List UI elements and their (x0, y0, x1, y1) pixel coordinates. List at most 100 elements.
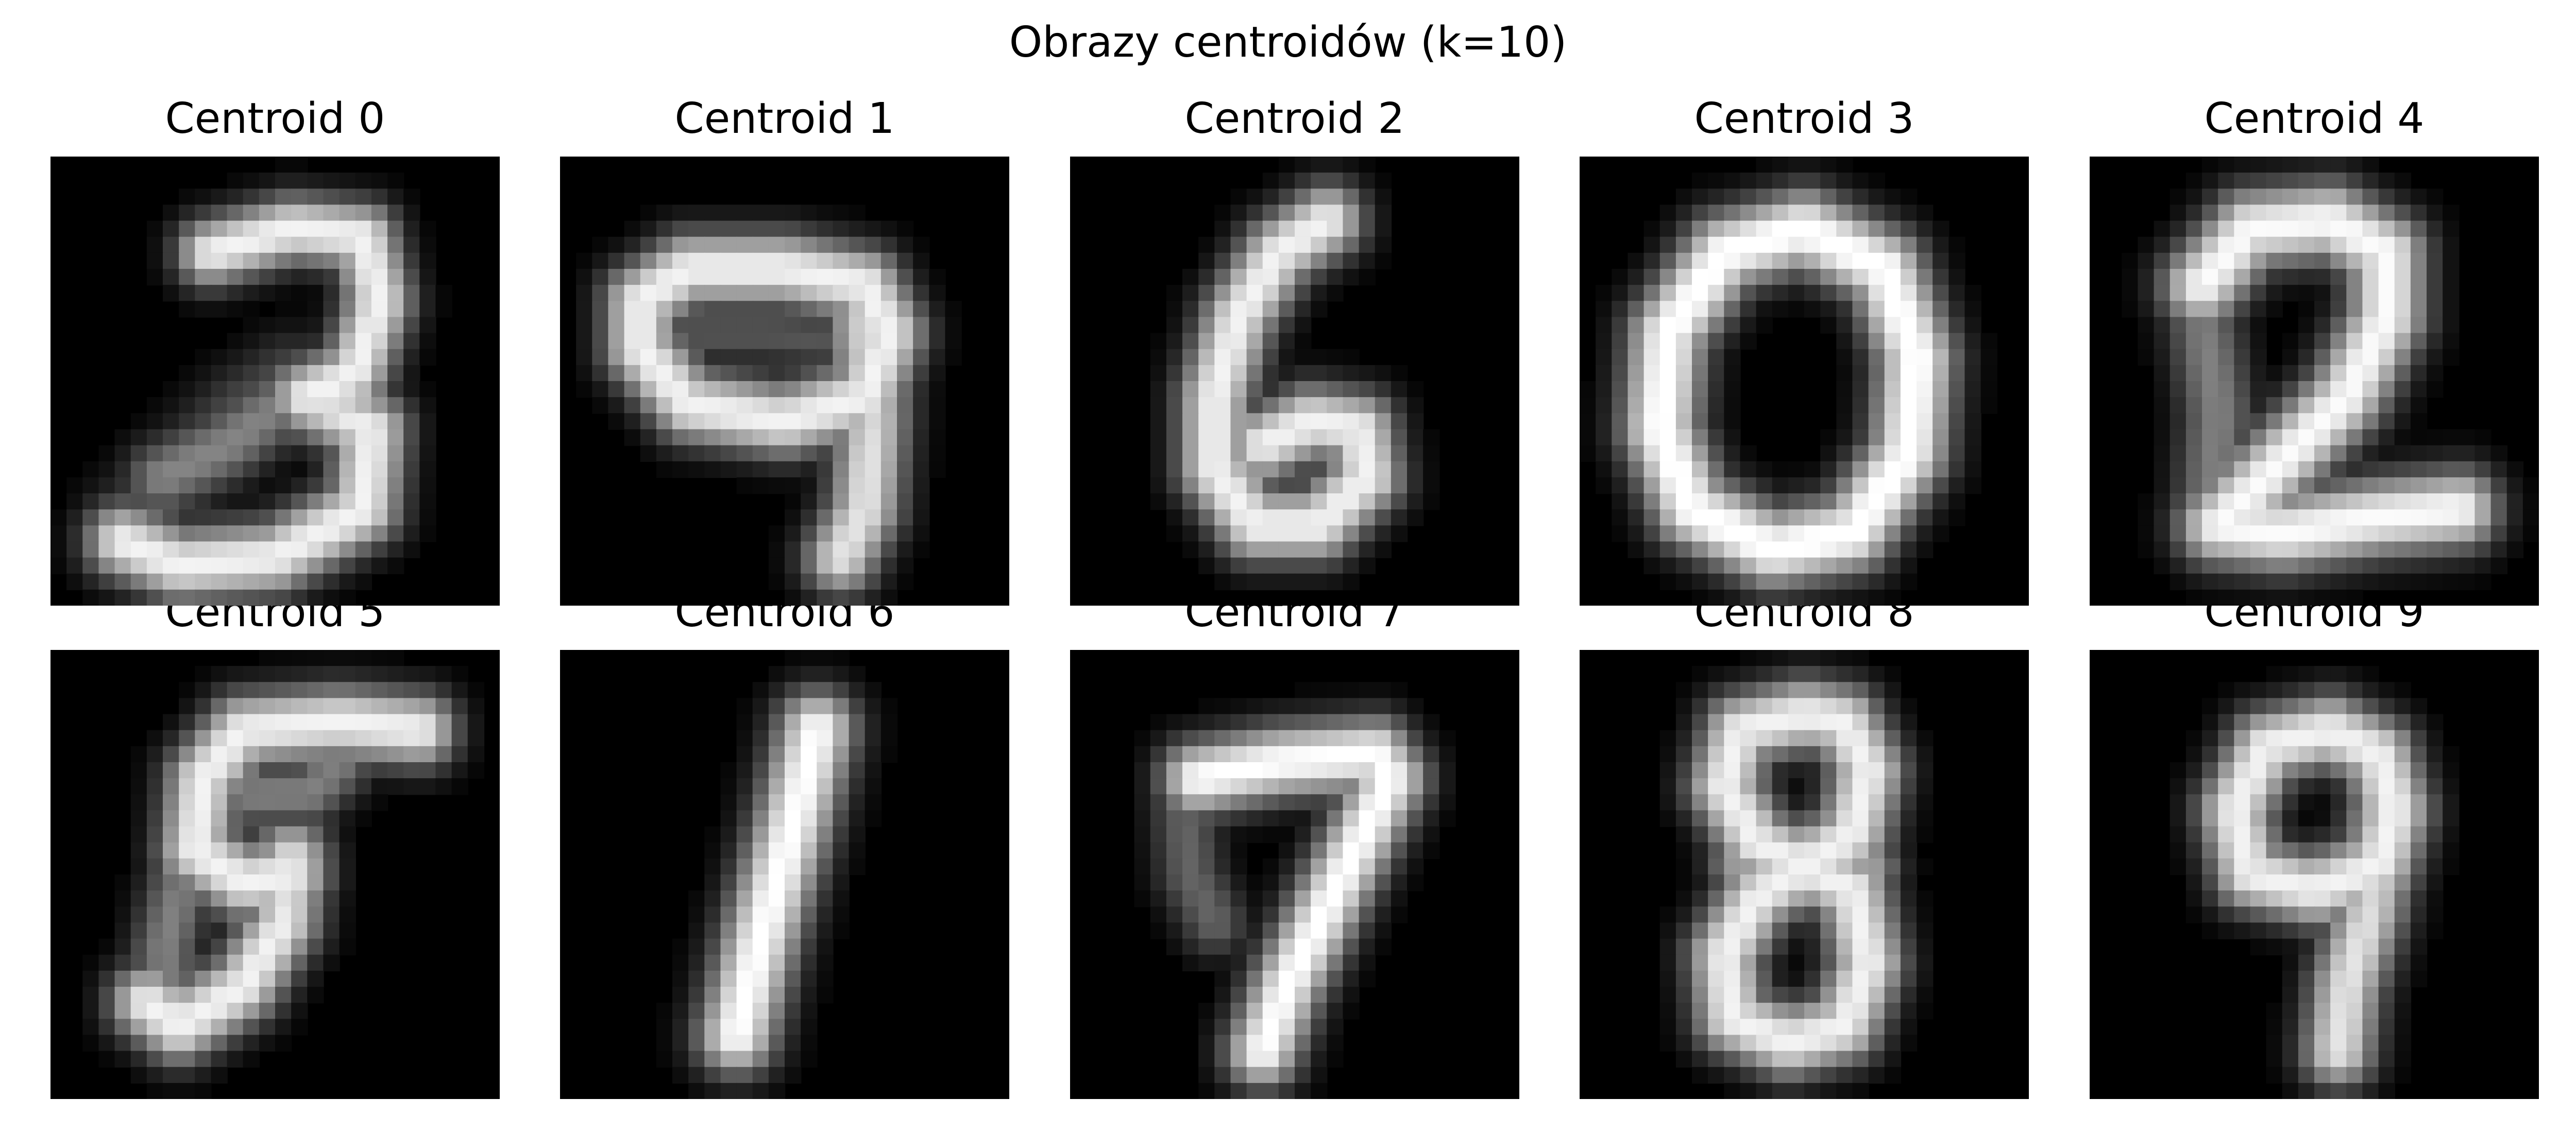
pixel-cell (211, 285, 228, 302)
pixel-cell (1391, 525, 1408, 542)
pixel-cell (2394, 204, 2412, 221)
pixel-cell (259, 906, 276, 923)
pixel-cell (339, 762, 356, 779)
pixel-cell (1311, 1019, 1328, 1036)
pixel-cell (833, 746, 850, 763)
pixel-cell (2378, 794, 2395, 811)
pixel-cell (1868, 461, 1885, 478)
pixel-cell (1852, 858, 1869, 876)
pixel-cell (2475, 429, 2492, 446)
pixel-cell (371, 381, 388, 398)
pixel-cell (1659, 987, 1677, 1004)
pixel-cell (2202, 269, 2219, 286)
pixel-cell (1230, 714, 1247, 731)
pixel-cell (1230, 525, 1247, 542)
pixel-cell (849, 746, 866, 763)
pixel-cell (2362, 269, 2379, 286)
pixel-cell (2314, 730, 2331, 747)
pixel-cell (1612, 333, 1629, 350)
pixel-cell (785, 778, 802, 795)
pixel-cell (1820, 954, 1837, 972)
pixel-cell (1788, 938, 1805, 955)
pixel-cell (897, 413, 914, 430)
pixel-cell (1278, 493, 1296, 510)
pixel-cell (897, 509, 914, 526)
pixel-cell (1198, 365, 1215, 382)
pixel-cell (801, 493, 818, 510)
pixel-cell (2266, 285, 2283, 302)
pixel-cell (1884, 493, 1902, 510)
pixel-cell (2314, 1019, 2331, 1036)
pixel-cell (1724, 1067, 1741, 1084)
pixel-cell (130, 589, 148, 606)
pixel-cell (1343, 157, 1360, 174)
pixel-cell (1724, 413, 1741, 430)
pixel-cell (2330, 890, 2347, 907)
pixel-cell (1772, 1019, 1789, 1036)
pixel-cell (1327, 509, 1344, 526)
pixel-cell (1708, 252, 1725, 270)
pixel-cell (1884, 252, 1902, 270)
pixel-cell (2410, 236, 2428, 254)
pixel-cell (1884, 1067, 1902, 1084)
pixel-cell (1375, 746, 1392, 763)
pixel-cell (275, 365, 292, 382)
pixel-cell (1852, 333, 1869, 350)
pixel-cell (1852, 778, 1869, 795)
pixel-cell (163, 938, 180, 955)
pixel-cell (2330, 778, 2347, 795)
pixel-cell (1246, 826, 1263, 843)
pixel-cell (1262, 413, 1280, 430)
pixel-cell (1262, 890, 1280, 907)
pixel-cell (624, 349, 641, 366)
pixel-cell (736, 269, 753, 286)
pixel-cell (1964, 301, 1981, 318)
pixel-cell (2250, 397, 2267, 414)
pixel-cell (768, 204, 786, 221)
pixel-cell (1868, 746, 1885, 763)
pixel-cell (1708, 541, 1725, 558)
pixel-cell (146, 220, 164, 237)
pixel-cell (98, 1003, 115, 1020)
pixel-cell (179, 682, 196, 699)
pixel-cell (1230, 810, 1247, 827)
pixel-cell (1246, 477, 1263, 494)
pixel-cell (1262, 269, 1280, 286)
pixel-cell (2346, 1003, 2363, 1020)
pixel-cell (2154, 461, 2171, 478)
pixel-cell (2378, 333, 2395, 350)
pixel-cell (179, 1003, 196, 1020)
pixel-cell (195, 365, 212, 382)
pixel-cell (1198, 269, 1215, 286)
pixel-cell (114, 954, 131, 972)
pixel-cell (307, 746, 324, 763)
pixel-cell (2443, 220, 2460, 237)
pixel-cell (720, 922, 737, 939)
pixel-cell (1198, 794, 1215, 811)
pixel-cell (1182, 922, 1199, 939)
pixel-cell (2330, 970, 2347, 988)
pixel-cell (880, 573, 898, 591)
pixel-cell (2378, 890, 2395, 907)
pixel-cell (1724, 285, 1741, 302)
pixel-cell (259, 188, 276, 205)
pixel-cell (1230, 188, 1247, 205)
pixel-cell (2170, 826, 2187, 843)
pixel-cell (387, 188, 404, 205)
pixel-cell (1948, 365, 1965, 382)
pixel-cell (801, 220, 818, 237)
pixel-cell (704, 445, 721, 462)
pixel-cell (2362, 1035, 2379, 1052)
pixel-cell (2427, 349, 2444, 366)
pixel-cell (2170, 333, 2187, 350)
pixel-cell (768, 714, 786, 731)
pixel-cell (163, 794, 180, 811)
pixel-cell (146, 746, 164, 763)
pixel-cell (1804, 826, 1821, 843)
pixel-cell (2234, 173, 2251, 190)
pixel-cell (2346, 301, 2363, 318)
pixel-cell (2170, 509, 2187, 526)
pixel-cell (1836, 810, 1853, 827)
pixel-cell (2378, 525, 2395, 542)
pixel-cell (1311, 445, 1328, 462)
